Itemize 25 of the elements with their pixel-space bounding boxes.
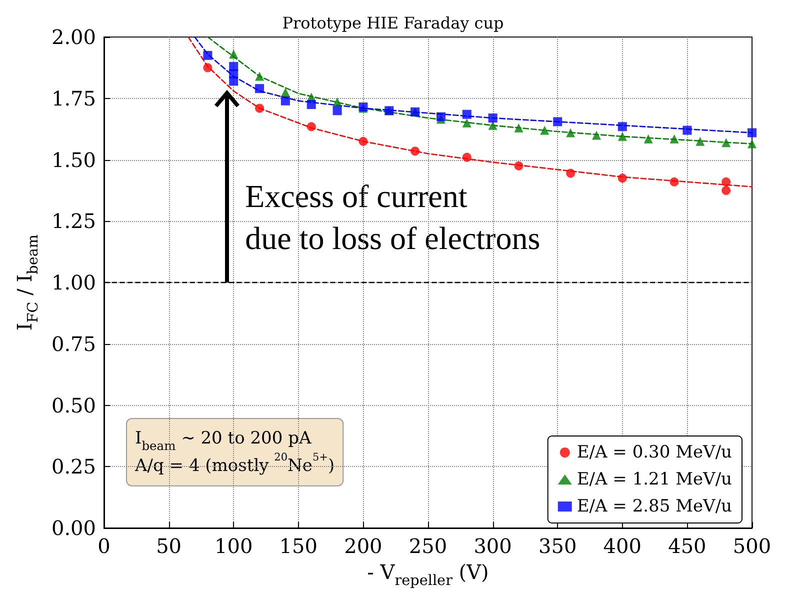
x-tick-label: 400 xyxy=(603,534,642,558)
legend-label: E/A = 0.30 MeV/u xyxy=(576,442,732,462)
x-tick-label: 150 xyxy=(279,534,318,558)
y-tick-label: 0.75 xyxy=(51,332,96,356)
y-tick-label: 1.50 xyxy=(51,148,96,172)
y-tick-label: 0.50 xyxy=(51,393,96,418)
y-tick-label: 0.25 xyxy=(51,454,96,479)
x-tick-label: 450 xyxy=(668,534,706,558)
legend-label: E/A = 1.21 MeV/u xyxy=(576,470,732,490)
y-axis-title: IFC / Ibeam xyxy=(12,234,42,331)
x-tick-label: 500 xyxy=(732,534,772,558)
chart-title: Prototype HIE Faraday cup xyxy=(282,14,504,32)
y-tick-label: 1.00 xyxy=(51,270,96,294)
y-tick-label: 1.75 xyxy=(51,86,96,110)
y-tick-label: 0.00 xyxy=(51,516,96,540)
x-tick-label: 350 xyxy=(538,534,577,558)
x-tick-label: 0 xyxy=(98,534,110,558)
legend-label: E/A = 2.85 MeV/u xyxy=(576,496,732,516)
y-tick-label: 1.25 xyxy=(51,209,96,234)
x-tick-label: 200 xyxy=(344,534,382,558)
x-tick-label: 300 xyxy=(474,534,512,558)
x-tick-label: 50 xyxy=(156,534,182,558)
x-tick-label: 100 xyxy=(214,534,253,558)
y-tick-label: 2.00 xyxy=(51,25,96,49)
x-tick-label: 250 xyxy=(408,534,448,558)
